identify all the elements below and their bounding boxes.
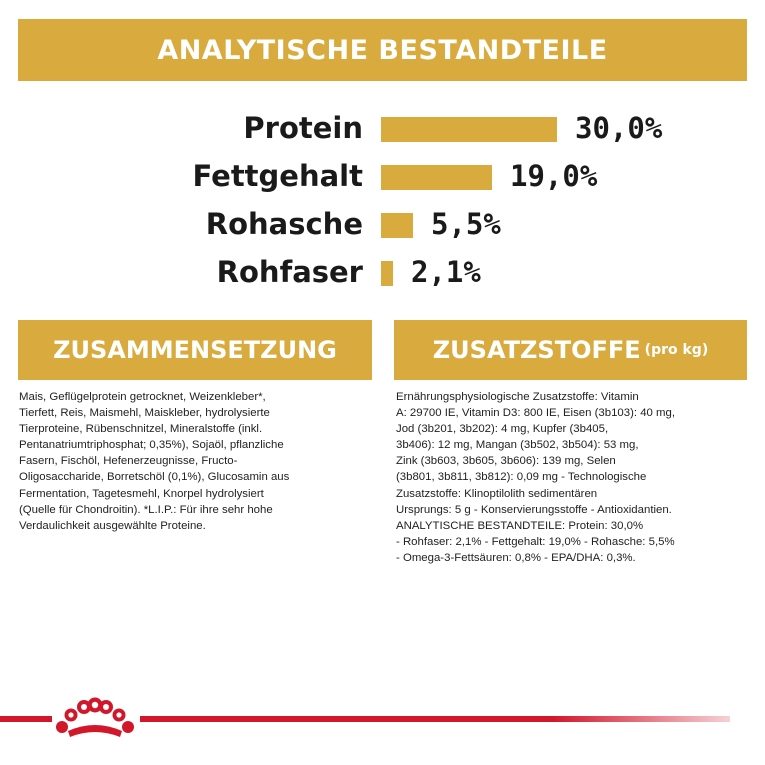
nutrient-bar-chart: Protein 30,0% Fettgehalt 19,0% Rohasche 5,5% R… xyxy=(0,105,765,305)
nutrient-bar xyxy=(381,165,492,190)
composition-text: Mais, Geflügelprotein getrocknet, Weizen… xyxy=(19,391,290,532)
nutrient-bar xyxy=(381,213,413,238)
nutrient-value-label: 5,5% xyxy=(431,207,501,241)
nutrient-label: Fettgehalt xyxy=(192,159,363,193)
analytics-title: ANALYTISCHE BESTANDTEILE xyxy=(157,34,608,66)
additives-subtitle: (pro kg) xyxy=(644,342,709,358)
nutrient-label: Rohasche xyxy=(205,207,363,241)
composition-header: ZUSAMMENSETZUNG xyxy=(18,320,372,380)
royal-canin-crown-logo-icon xyxy=(56,697,134,737)
additives-header: ZUSATZSTOFFE (pro kg) xyxy=(394,320,747,380)
nutrient-bar xyxy=(381,261,393,286)
composition-title: ZUSAMMENSETZUNG xyxy=(53,336,337,364)
additives-title: ZUSATZSTOFFE xyxy=(432,336,641,364)
nutrient-value-label: 19,0% xyxy=(510,159,598,193)
nutrient-value-label: 2,1% xyxy=(411,255,481,289)
analytics-banner: ANALYTISCHE BESTANDTEILE xyxy=(18,19,747,81)
nutrient-value-label: 30,0% xyxy=(575,111,663,145)
nutrient-label: Protein xyxy=(243,111,363,145)
nutrient-bar xyxy=(381,117,557,142)
nutrient-label: Rohfaser xyxy=(216,255,363,289)
footer-line-left xyxy=(0,716,52,722)
footer-line-right xyxy=(140,716,730,722)
additives-text: Ernährungsphysiologische Zusatzstoffe: V… xyxy=(396,391,676,564)
